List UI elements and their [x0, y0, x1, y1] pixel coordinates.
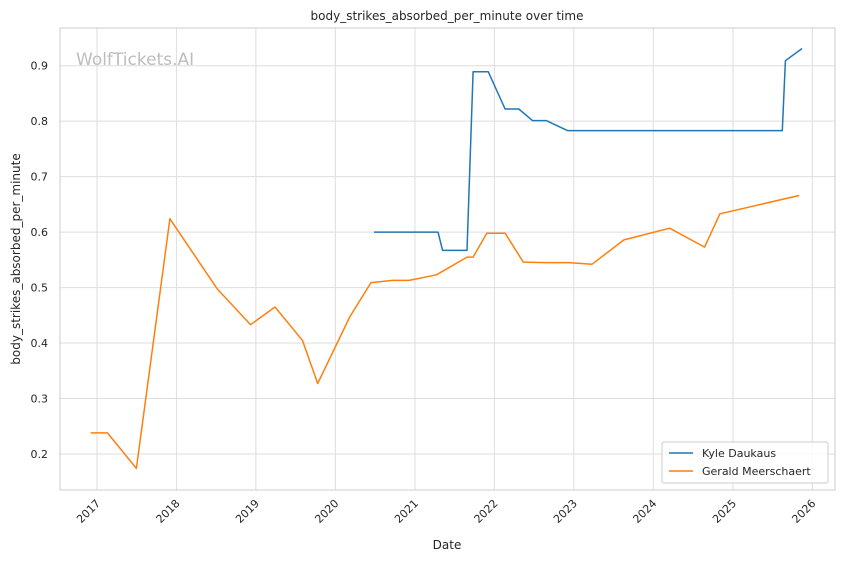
x-tick-label: 2022 — [472, 497, 501, 526]
x-axis-label: Date — [433, 538, 462, 552]
x-axis-ticks: 2017 2018 2019 2020 2021 2022 2023 2024 2025 2026 — [74, 497, 818, 526]
x-tick-label: 2023 — [551, 497, 580, 526]
y-tick-label: 0.2 — [31, 448, 49, 461]
x-tick-label: 2018 — [154, 497, 183, 526]
x-tick-label: 2019 — [233, 497, 262, 526]
y-tick-label: 0.5 — [31, 282, 49, 295]
legend-label-gerald-meerschaert: Gerald Meerschaert — [702, 465, 811, 478]
x-tick-label: 2025 — [710, 497, 739, 526]
y-axis-ticks: 0.2 0.3 0.4 0.5 0.6 0.7 0.8 0.9 — [31, 60, 49, 461]
chart-title: body_strikes_absorbed_per_minute over ti… — [311, 9, 584, 23]
y-tick-label: 0.3 — [31, 392, 49, 405]
y-tick-label: 0.9 — [31, 60, 49, 73]
y-tick-label: 0.6 — [31, 226, 49, 239]
plot-frame — [59, 27, 836, 491]
y-tick-label: 0.8 — [31, 115, 49, 128]
series-line-0 — [374, 47, 803, 252]
x-tick-label: 2024 — [630, 497, 659, 526]
y-tick-label: 0.4 — [31, 337, 49, 350]
legend-box — [661, 441, 829, 484]
y-axis-label: body_strikes_absorbed_per_minute — [9, 153, 23, 364]
grid-lines — [60, 28, 835, 490]
watermark-text: WolfTickets.AI — [76, 50, 194, 70]
legend: Kyle Daukaus Gerald Meerschaert — [661, 441, 829, 484]
series-lines — [90, 47, 803, 470]
series-line-1 — [90, 194, 800, 470]
x-tick-label: 2026 — [789, 497, 818, 526]
x-tick-label: 2021 — [392, 497, 421, 526]
x-tick-label: 2020 — [312, 497, 341, 526]
x-tick-label: 2017 — [74, 497, 103, 526]
y-tick-label: 0.7 — [31, 171, 49, 184]
legend-label-kyle-daukaus: Kyle Daukaus — [702, 447, 776, 460]
